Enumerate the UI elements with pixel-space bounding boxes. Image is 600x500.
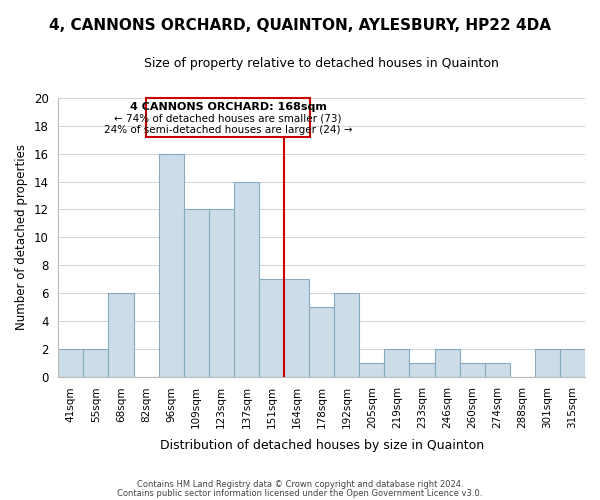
Bar [485, 362, 510, 376]
Bar [309, 307, 334, 376]
Text: 4 CANNONS ORCHARD: 168sqm: 4 CANNONS ORCHARD: 168sqm [130, 102, 326, 112]
Bar [284, 279, 309, 376]
Bar [385, 348, 409, 376]
Bar [109, 293, 134, 376]
Title: Size of property relative to detached houses in Quainton: Size of property relative to detached ho… [144, 58, 499, 70]
Bar [460, 362, 485, 376]
Y-axis label: Number of detached properties: Number of detached properties [15, 144, 28, 330]
Bar [83, 348, 109, 376]
Bar [209, 210, 234, 376]
Bar [434, 348, 460, 376]
Bar [359, 362, 385, 376]
Bar [560, 348, 585, 376]
FancyBboxPatch shape [146, 98, 310, 137]
Bar [58, 348, 83, 376]
Bar [259, 279, 284, 376]
Bar [409, 362, 434, 376]
Bar [158, 154, 184, 376]
X-axis label: Distribution of detached houses by size in Quainton: Distribution of detached houses by size … [160, 440, 484, 452]
Bar [334, 293, 359, 376]
Text: ← 74% of detached houses are smaller (73): ← 74% of detached houses are smaller (73… [115, 114, 342, 124]
Bar [234, 182, 259, 376]
Text: Contains HM Land Registry data © Crown copyright and database right 2024.: Contains HM Land Registry data © Crown c… [137, 480, 463, 489]
Bar [184, 210, 209, 376]
Bar [535, 348, 560, 376]
Text: 24% of semi-detached houses are larger (24) →: 24% of semi-detached houses are larger (… [104, 125, 352, 135]
Text: Contains public sector information licensed under the Open Government Licence v3: Contains public sector information licen… [118, 488, 482, 498]
Text: 4, CANNONS ORCHARD, QUAINTON, AYLESBURY, HP22 4DA: 4, CANNONS ORCHARD, QUAINTON, AYLESBURY,… [49, 18, 551, 32]
